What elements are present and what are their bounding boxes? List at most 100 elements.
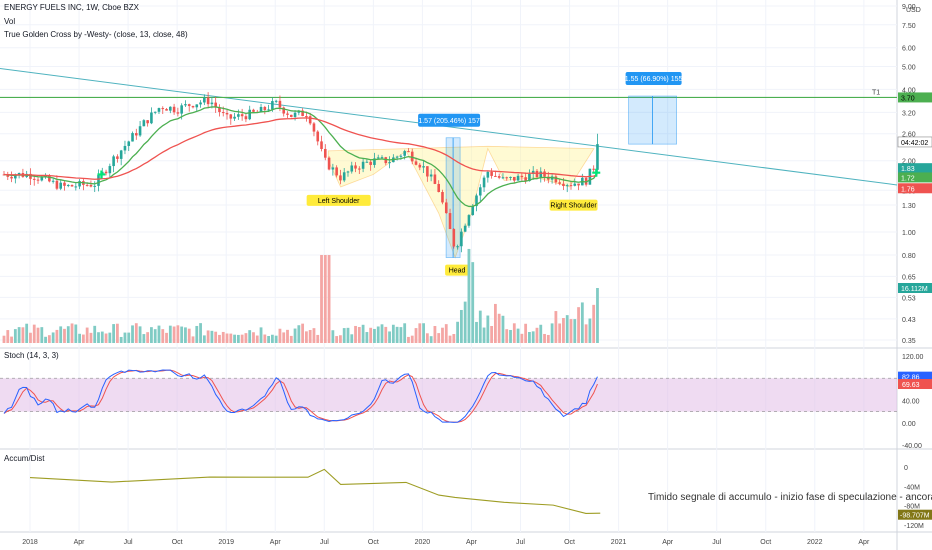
candle-body [97, 175, 100, 186]
time-tick-label: Apr [270, 539, 282, 546]
axis-labels: 9.007.506.005.004.003.202.602.001.501.30… [22, 4, 932, 546]
volume-bar [501, 315, 505, 343]
volume-bar [36, 327, 40, 343]
moving-averages [3, 106, 601, 208]
volume-bar [550, 323, 554, 343]
target-line[interactable]: T1 [0, 89, 897, 99]
candle-body [437, 183, 440, 193]
stoch-tag-label: 69.63 [902, 382, 920, 389]
candle-body [554, 176, 558, 183]
candle-body [569, 185, 573, 187]
volume-bar [10, 336, 13, 343]
time-tick-label: Apr [858, 539, 870, 546]
volume-bar [463, 301, 467, 343]
volume-bar [112, 324, 116, 343]
symbol-title: ENERGY FUELS INC, 1W, Cboe BZX [4, 3, 140, 12]
volume-bar [255, 335, 259, 343]
price-tick-label: 6.00 [902, 46, 916, 53]
volume-bar [63, 328, 66, 343]
candle-body [463, 225, 467, 232]
price-tag-bg [898, 183, 932, 194]
volume-bar [437, 333, 441, 343]
volume-bar [146, 332, 150, 343]
volume-bar [210, 330, 214, 343]
currency-label: USD [906, 7, 921, 14]
volume-bar [116, 323, 119, 343]
price-tag-bg [897, 136, 932, 148]
candle-body [172, 106, 176, 113]
fast-ma-line [3, 106, 599, 208]
volume-bar [157, 325, 161, 343]
candle-body [89, 184, 93, 187]
volume-bar [248, 330, 252, 343]
volume-bar [425, 333, 429, 343]
measure-boxes[interactable]: 1.57 (205.46%) 157 1.55 (66.90%) 155 [418, 72, 682, 258]
volume-bar [592, 304, 596, 343]
volume-bar [17, 327, 21, 343]
volume-bar [168, 325, 172, 343]
candle-body [346, 171, 350, 173]
candle-body [324, 148, 327, 158]
candle-body [528, 173, 531, 182]
volume-bar [456, 321, 459, 343]
candle-body [418, 164, 422, 168]
candle-body [520, 175, 524, 178]
volume-bar [512, 323, 516, 343]
volume-bar [312, 328, 316, 343]
candle-body [509, 176, 512, 178]
volume-bar [100, 331, 104, 343]
volume-bar [244, 333, 248, 343]
candle-body [293, 112, 297, 117]
candle-body [312, 123, 316, 132]
candle-body [331, 167, 335, 170]
volume-bar [206, 330, 210, 343]
candle-body [127, 141, 131, 146]
volume-bar [236, 334, 240, 343]
volume-bar [418, 323, 422, 343]
volume-bar [252, 332, 255, 343]
pattern-label-head: Head [449, 268, 466, 275]
candle-body [475, 195, 478, 207]
accum-tick-label: -40M [904, 484, 920, 491]
volume-bar [218, 334, 221, 343]
grid-lines [0, 0, 897, 532]
candle-body [531, 170, 535, 174]
candle-body [403, 151, 406, 156]
accum-label: Accum/Dist [4, 454, 45, 463]
volume-bar [184, 327, 187, 343]
volume-bar [373, 328, 376, 343]
volume-bar [414, 328, 418, 343]
volume-bar [278, 328, 282, 343]
candle-body [505, 177, 509, 179]
time-tick-label: Apr [466, 539, 478, 546]
candle-body [59, 182, 62, 189]
annotation-note[interactable]: Timido segnale di accumulo - inizio fase… [648, 492, 932, 503]
stoch-tick-label: 40.00 [902, 399, 920, 406]
pattern-label-bg [306, 194, 371, 206]
candle-body [48, 175, 51, 182]
volume-bar [74, 324, 78, 343]
candle-body [36, 179, 40, 181]
candle-body [150, 112, 153, 124]
volume-bar [97, 332, 100, 343]
volume-bar [531, 331, 535, 343]
volume-bar [47, 335, 51, 343]
candle-body [369, 161, 372, 165]
candle-body [308, 116, 312, 124]
volume-bar [323, 255, 327, 343]
candle-body [218, 107, 221, 113]
price-tick-label: 4.00 [902, 87, 916, 94]
measure-label-bg-2 [625, 72, 682, 86]
candle-body [93, 185, 97, 187]
candle-body [494, 175, 497, 177]
volume-bar [282, 332, 286, 343]
volume-bars [2, 248, 599, 343]
candle-body [596, 144, 599, 170]
candle-body [376, 157, 380, 159]
volume-bar [422, 323, 425, 343]
volume-bar [6, 330, 10, 343]
candle-body [497, 176, 501, 178]
candle-body [40, 177, 44, 181]
volume-bar [150, 327, 153, 343]
